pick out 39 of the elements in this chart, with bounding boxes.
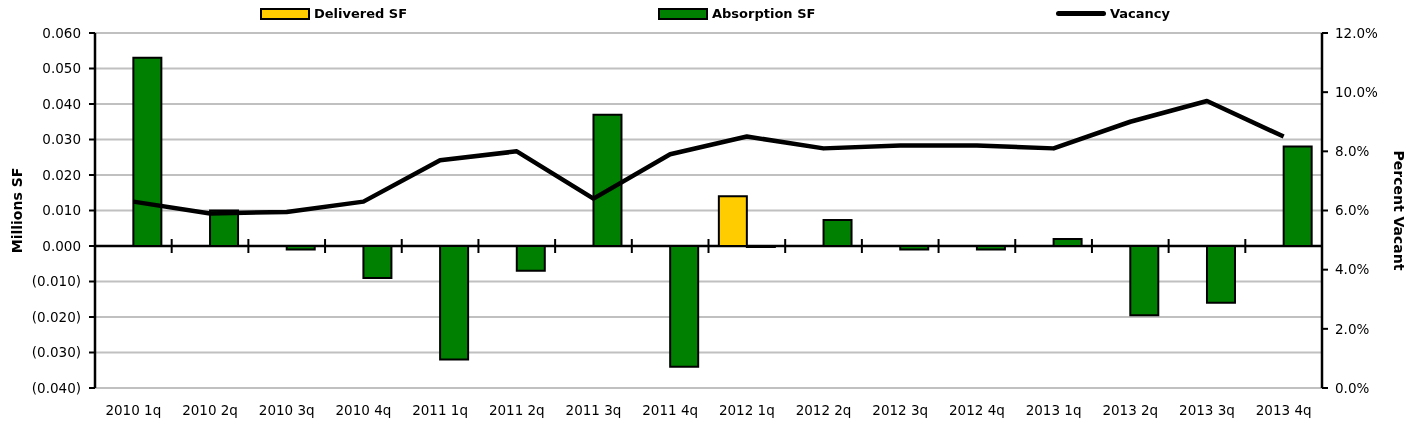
y-tick-label: 0.060 — [42, 24, 81, 41]
y-tick-label: 0.050 — [42, 60, 81, 77]
x-tick-label: 2010 3q — [258, 401, 315, 418]
y2-tick-label: 0.0% — [1335, 379, 1370, 396]
x-tick-label: 2013 4q — [1255, 401, 1312, 418]
x-tick-label: 2010 1q — [105, 401, 162, 418]
y2-axis-title: Percent Vacant — [1391, 150, 1407, 271]
y2-tick-label: 10.0% — [1335, 83, 1379, 100]
y2-tick-label: 12.0% — [1335, 24, 1379, 41]
y-tick-label: 0.010 — [42, 202, 81, 219]
x-tick-label: 2012 4q — [949, 401, 1005, 418]
x-tick-label: 2012 1q — [718, 401, 775, 418]
x-tick-label: 2013 2q — [1102, 401, 1159, 418]
x-tick-label: 2010 4q — [335, 401, 392, 418]
y-tick-label: 0.030 — [42, 131, 81, 148]
x-tick-label: 2012 2q — [795, 401, 852, 418]
x-tick-label: 2012 3q — [872, 401, 929, 418]
y-tick-label: 0.040 — [42, 95, 81, 112]
y-tick-label: (0.030) — [31, 344, 81, 361]
y-tick-label: 0.000 — [42, 237, 81, 254]
x-tick-label: 2011 3q — [565, 401, 622, 418]
y2-tick-label: 8.0% — [1335, 143, 1370, 160]
x-tick-label: 2013 3q — [1179, 401, 1235, 418]
y-axis-title: Millions SF — [9, 167, 25, 254]
x-tick-label: 2011 4q — [642, 401, 699, 418]
x-tick-label: 2013 1q — [1025, 401, 1082, 418]
x-tick-label: 2010 2q — [182, 401, 238, 418]
x-tick-label: 2011 2q — [488, 401, 545, 418]
y2-tick-label: 2.0% — [1335, 320, 1370, 337]
y-tick-label: 0.020 — [42, 166, 81, 183]
y-tick-label: (0.040) — [31, 379, 81, 396]
x-tick-label: 2011 1q — [412, 401, 468, 418]
y-tick-label: (0.020) — [31, 308, 81, 325]
y2-tick-label: 6.0% — [1335, 202, 1370, 219]
legend-label: Absorption SF — [712, 6, 816, 21]
y2-tick-label: 4.0% — [1335, 261, 1370, 278]
y-tick-label: (0.010) — [31, 273, 81, 290]
legend-label: Delivered SF — [314, 6, 408, 21]
legend-label: Vacancy — [1110, 6, 1171, 21]
